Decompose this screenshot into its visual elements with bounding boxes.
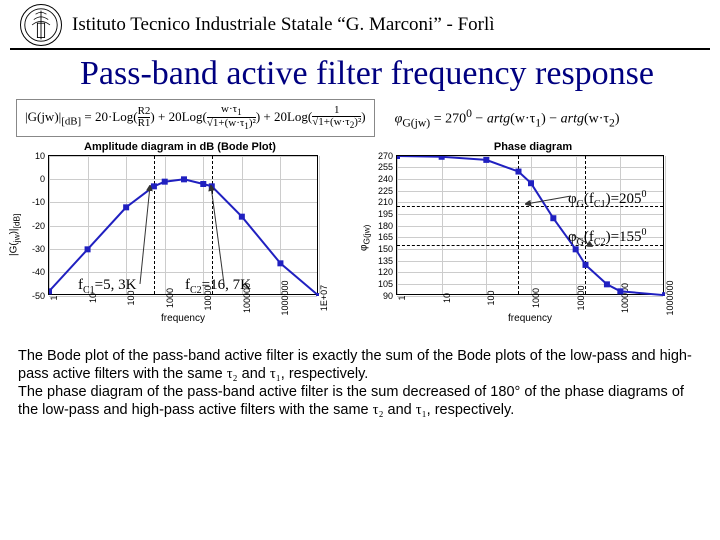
tau1b: τ₁ bbox=[416, 402, 427, 418]
formula-row: |G(jw)|[dB] = 20·Log(R2R1) + 20Log(w·τ1√… bbox=[0, 99, 720, 137]
body-p1b: and bbox=[238, 366, 270, 382]
institution-name: Istituto Tecnico Industriale Statale “G.… bbox=[72, 14, 495, 36]
phase-chart-title: Phase diagram bbox=[358, 141, 708, 153]
charts-row: Amplitude diagram in dB (Bode Plot) |G(j… bbox=[0, 137, 720, 341]
tau2b: τ₂ bbox=[373, 402, 384, 418]
body-text: The Bode plot of the pass-band active fi… bbox=[0, 341, 720, 420]
tau1: τ₁ bbox=[270, 366, 281, 382]
phase-formula: φG(jw) = 2700 − artg(w·τ1) − artg(w·τ2) bbox=[395, 107, 620, 129]
phase-chart: Phase diagram φG(jw) 2702552402252101951… bbox=[358, 141, 708, 341]
header: Istituto Tecnico Industriale Statale “G.… bbox=[10, 0, 710, 50]
body-p2b: and bbox=[384, 402, 416, 418]
body-p1c: , respectively. bbox=[281, 366, 369, 382]
amplitude-chart-title: Amplitude diagram in dB (Bode Plot) bbox=[10, 141, 350, 153]
page-title: Pass-band active filter frequency respon… bbox=[0, 50, 720, 99]
amplitude-formula: |G(jw)|[dB] = 20·Log(R2R1) + 20Log(w·τ1√… bbox=[16, 99, 375, 137]
amplitude-chart: Amplitude diagram in dB (Bode Plot) |G(j… bbox=[10, 141, 350, 341]
institution-logo-icon bbox=[20, 4, 62, 46]
body-p2c: , respectively. bbox=[427, 402, 515, 418]
tau2: τ₂ bbox=[227, 366, 238, 382]
body-p2a: The phase diagram of the pass-band activ… bbox=[18, 384, 684, 418]
